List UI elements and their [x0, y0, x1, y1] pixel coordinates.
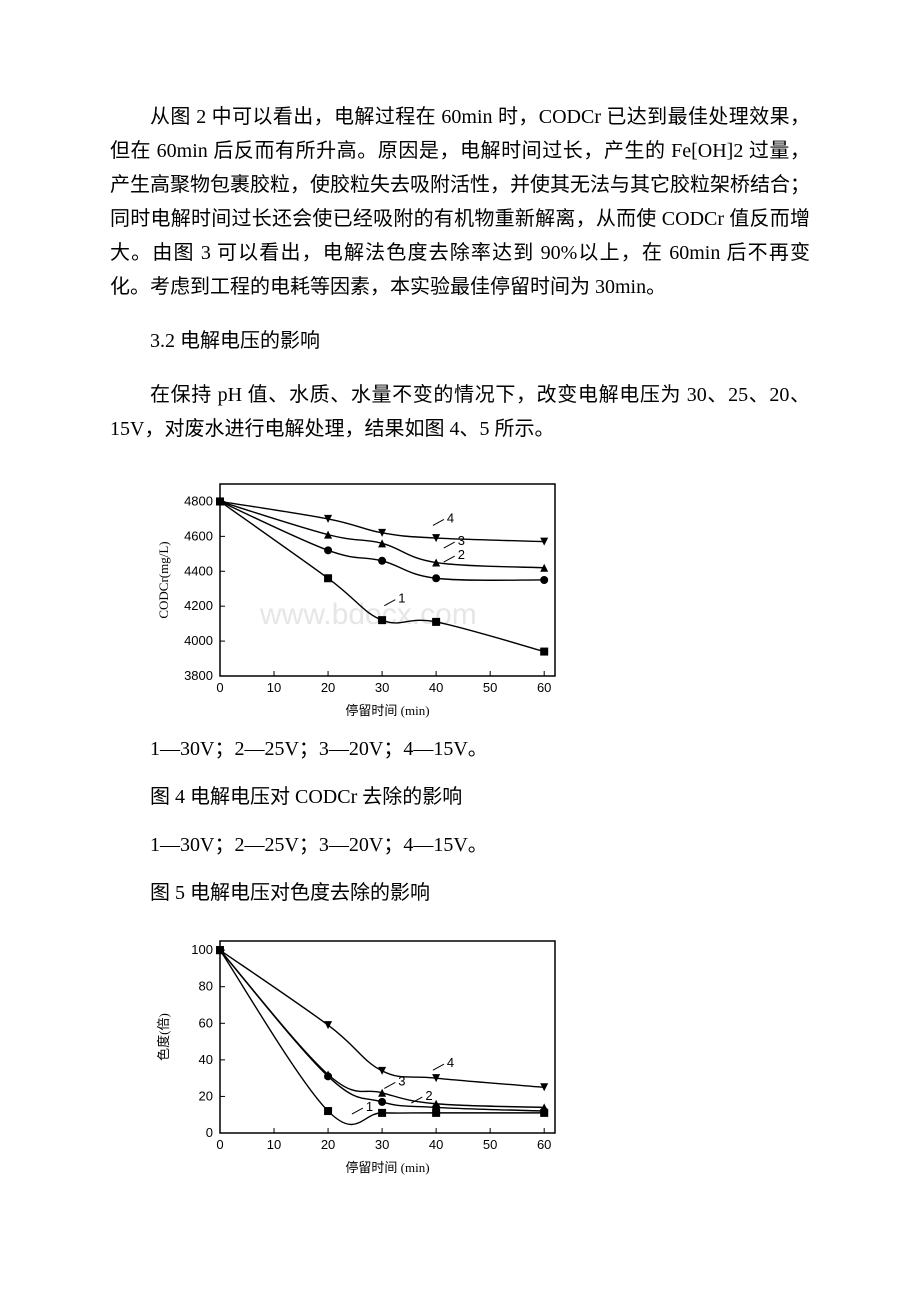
paragraph-intro: 从图 2 中可以看出，电解过程在 60min 时，CODCr 已达到最佳处理效果… — [110, 100, 810, 304]
svg-text:4: 4 — [447, 1055, 454, 1070]
svg-text:1: 1 — [366, 1099, 373, 1114]
svg-text:www.bdocx.com: www.bdocx.com — [259, 598, 477, 631]
section-title-3-2: 3.2 电解电压的影响 — [110, 324, 810, 358]
svg-text:20: 20 — [199, 1088, 213, 1103]
svg-text:0: 0 — [206, 1125, 213, 1140]
svg-text:40: 40 — [429, 1137, 443, 1152]
svg-text:20: 20 — [321, 680, 335, 695]
svg-text:1: 1 — [398, 591, 405, 606]
svg-text:0: 0 — [216, 1137, 223, 1152]
svg-text:50: 50 — [483, 1137, 497, 1152]
svg-text:0: 0 — [216, 680, 223, 695]
svg-text:100: 100 — [191, 942, 213, 957]
svg-text:60: 60 — [199, 1015, 213, 1030]
svg-text:3: 3 — [398, 1073, 405, 1088]
svg-text:停留时间 (min): 停留时间 (min) — [345, 703, 429, 718]
svg-text:30: 30 — [375, 680, 389, 695]
svg-text:2: 2 — [425, 1088, 432, 1103]
legend-fig4: 1—30V；2—25V；3—20V；4—15V。 — [110, 731, 810, 767]
svg-text:20: 20 — [321, 1137, 335, 1152]
svg-text:2: 2 — [458, 547, 465, 562]
svg-text:4: 4 — [447, 510, 454, 525]
svg-text:80: 80 — [199, 979, 213, 994]
chart-fig4: www.bdocx.com010203040506038004000420044… — [150, 466, 810, 721]
svg-text:4200: 4200 — [184, 598, 213, 613]
svg-text:50: 50 — [483, 680, 497, 695]
svg-text:4600: 4600 — [184, 528, 213, 543]
svg-text:40: 40 — [429, 680, 443, 695]
svg-text:4400: 4400 — [184, 563, 213, 578]
svg-text:CODCr(mg/L): CODCr(mg/L) — [156, 541, 171, 618]
svg-text:10: 10 — [267, 1137, 281, 1152]
svg-text:4800: 4800 — [184, 493, 213, 508]
svg-text:4000: 4000 — [184, 633, 213, 648]
legend-fig5: 1—30V；2—25V；3—20V；4—15V。 — [110, 827, 810, 863]
svg-text:停留时间 (min): 停留时间 (min) — [345, 1160, 429, 1175]
svg-text:60: 60 — [537, 1137, 551, 1152]
svg-text:3: 3 — [458, 533, 465, 548]
caption-fig4: 图 4 电解电压对 CODCr 去除的影响 — [110, 779, 810, 815]
caption-fig5: 图 5 电解电压对色度去除的影响 — [110, 875, 810, 911]
svg-text:3800: 3800 — [184, 668, 213, 683]
paragraph-voltage: 在保持 pH 值、水质、水量不变的情况下，改变电解电压为 30、25、20、15… — [110, 378, 810, 446]
svg-text:30: 30 — [375, 1137, 389, 1152]
svg-text:60: 60 — [537, 680, 551, 695]
svg-text:10: 10 — [267, 680, 281, 695]
svg-text:40: 40 — [199, 1052, 213, 1067]
svg-text:色度(倍): 色度(倍) — [156, 1013, 171, 1061]
chart-fig5: 0 10 20 30 40 50 60 0 20 40 60 80 100 停留时间 (min) 色度(倍)… — [150, 923, 810, 1178]
